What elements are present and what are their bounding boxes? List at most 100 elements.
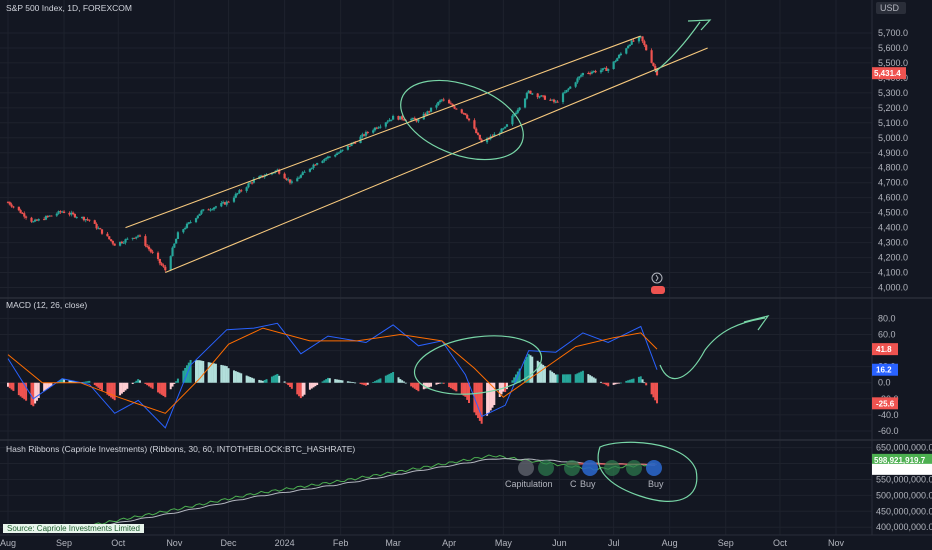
candle-body xyxy=(6,202,10,204)
candle-body xyxy=(361,134,364,137)
candle-body xyxy=(505,124,509,127)
macd-histogram-bar xyxy=(464,382,467,397)
macd-line[interactable] xyxy=(7,322,658,429)
macd-histogram-bar xyxy=(157,382,160,393)
macd-histogram-bar xyxy=(361,382,364,385)
candle-body xyxy=(375,127,378,129)
hash-dot-buy-1 xyxy=(582,460,598,476)
candle-body xyxy=(552,99,556,102)
alert-icon[interactable] xyxy=(651,272,663,284)
macd-histogram-bar xyxy=(232,370,235,383)
macd-histogram-bar xyxy=(614,382,617,385)
consolidation-ellipse-drawing[interactable] xyxy=(390,65,534,175)
macd-histogram-bar xyxy=(182,370,185,383)
hash-value-tag-sma30 xyxy=(872,453,932,465)
macd-histogram-bar xyxy=(48,382,51,388)
macd-histogram-bar xyxy=(428,382,431,388)
candle-body xyxy=(473,120,476,129)
candle-body xyxy=(567,88,570,90)
hash-ribbon-line-0[interactable] xyxy=(7,454,656,531)
macd-histogram-bar xyxy=(478,382,481,421)
macd-histogram-bar xyxy=(326,377,329,383)
candle-body xyxy=(314,164,317,166)
macd-histogram-bar xyxy=(359,382,362,384)
macd-histogram-bar xyxy=(93,382,96,386)
macd-histogram-bar xyxy=(430,382,433,387)
time-axis: Aug Sep Oct Nov Dec 2024 Feb Mar Apr May Jun Jul Aug… xyxy=(0,538,844,548)
macd-histogram-bar xyxy=(50,382,53,387)
candle-body xyxy=(379,126,382,128)
macd-histogram-bar xyxy=(466,382,469,400)
candle-body xyxy=(617,54,621,59)
candle-body xyxy=(34,219,37,222)
projection-arrow-drawing[interactable] xyxy=(654,19,712,73)
macd-histogram-bar xyxy=(287,382,290,386)
candle-body xyxy=(301,172,304,176)
price-tick-label: 5,200.0 xyxy=(878,103,908,113)
channel-line-upper[interactable] xyxy=(125,35,641,229)
macd-histogram-bar xyxy=(124,382,127,391)
price-tick-label: 4,500.0 xyxy=(878,208,908,218)
macd-histogram-bar xyxy=(627,380,630,383)
candle-body xyxy=(410,119,413,121)
channel-line-lower[interactable] xyxy=(165,47,708,274)
candle-body xyxy=(212,207,216,210)
candle-body xyxy=(397,115,400,120)
time-tick-label: Dec xyxy=(221,538,238,548)
hash-ribbon-line-1[interactable] xyxy=(7,458,656,532)
macd-histogram-bar xyxy=(238,372,241,383)
macd-histogram-bar xyxy=(73,381,76,383)
event-flag-icon[interactable] xyxy=(651,286,665,294)
candle-body xyxy=(551,99,554,101)
candle-body xyxy=(73,214,76,218)
macd-histogram-bar xyxy=(628,379,631,383)
macd-histogram-bar xyxy=(601,382,604,384)
macd-tick-label: -60.0 xyxy=(878,426,899,436)
macd-histogram-bar xyxy=(531,356,534,383)
candle-body xyxy=(366,131,369,133)
candle-body xyxy=(426,111,429,116)
macd-histogram-bar xyxy=(176,378,179,383)
macd-histogram-bar xyxy=(135,380,138,383)
macd-histogram-bar xyxy=(594,378,597,383)
candle-body xyxy=(565,89,568,93)
macd-histogram-bar xyxy=(390,372,393,383)
candle-body xyxy=(350,143,353,147)
hash-recent-ellipse-drawing[interactable] xyxy=(597,441,698,502)
candle-body xyxy=(377,127,380,129)
candle-body xyxy=(220,203,223,207)
candle-body xyxy=(200,210,203,214)
currency-button[interactable]: USD xyxy=(876,2,906,14)
macd-histogram-bar xyxy=(299,382,302,399)
macd-histogram-bar xyxy=(399,379,402,383)
candle-body xyxy=(10,204,13,207)
macd-histogram-bar xyxy=(276,373,279,383)
macd-histogram-bar xyxy=(556,374,559,383)
macd-histogram-bar xyxy=(549,370,552,383)
candle-body xyxy=(438,100,442,102)
candle-body xyxy=(211,209,214,211)
macd-histogram-bar xyxy=(184,367,187,383)
macd-histogram-bar xyxy=(263,380,266,383)
macd-histogram-bar xyxy=(86,381,89,383)
candle-body xyxy=(563,92,566,94)
candle-body xyxy=(514,112,518,115)
hash-dot-5 xyxy=(604,460,620,476)
candle-body xyxy=(363,134,366,136)
signal-line[interactable] xyxy=(7,327,658,414)
macd-projection-arrow-drawing[interactable] xyxy=(659,315,770,380)
macd-dip-ellipse-drawing[interactable] xyxy=(411,328,546,401)
candle-body xyxy=(124,239,127,243)
candle-body xyxy=(111,240,114,244)
macd-histogram-bar xyxy=(169,382,172,390)
macd-histogram-bar xyxy=(529,355,532,383)
macd-histogram-bar xyxy=(283,381,286,383)
macd-histogram-bar xyxy=(12,382,15,391)
currency-button-label: USD xyxy=(880,3,900,13)
macd-histogram-bar xyxy=(278,375,281,383)
hash-tick-label: 400,000,000.0 xyxy=(876,522,932,532)
candle-body xyxy=(511,115,514,125)
macd-histogram-bar xyxy=(449,382,452,389)
candle-body xyxy=(196,215,199,219)
